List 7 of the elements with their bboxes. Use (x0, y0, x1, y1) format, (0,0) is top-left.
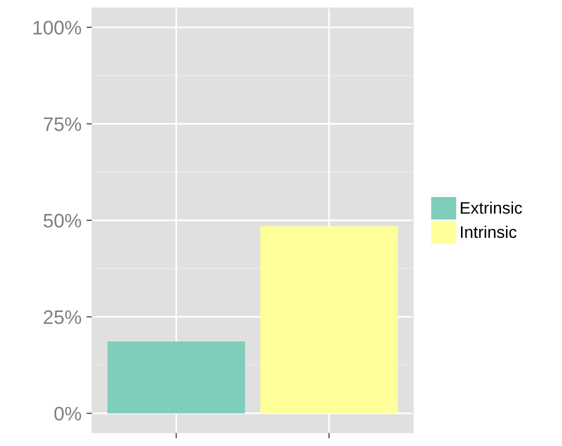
y-tick-label: 100% (34, 20, 82, 35)
y-tick-label: 75% (44, 117, 82, 132)
y-tick-label: 25% (44, 310, 82, 324)
legend-label: Intrinsic (461, 226, 516, 238)
y-tick-label: 50% (44, 214, 82, 228)
y-tick-label: 0% (54, 406, 82, 421)
legend-label: Extrinsic (460, 202, 522, 214)
